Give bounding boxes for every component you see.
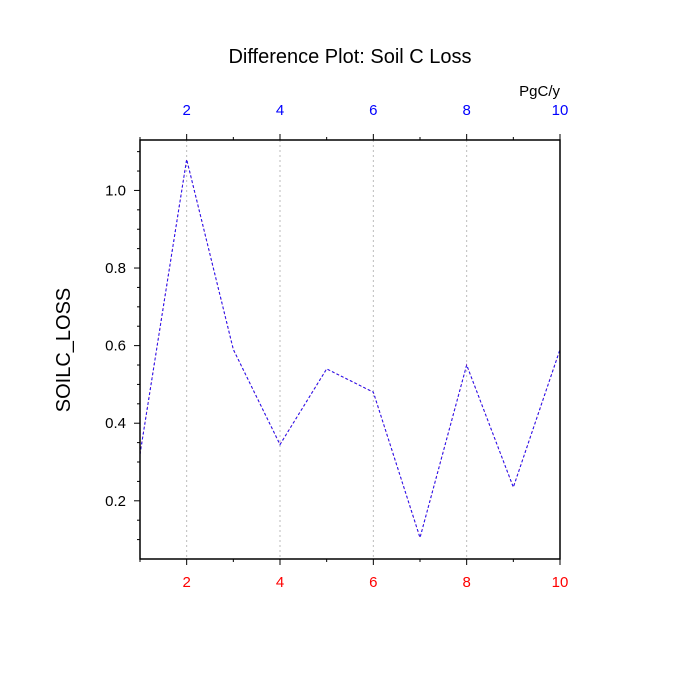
x-tick-label-top: 8 bbox=[462, 102, 470, 119]
x-tick-label-bottom: 6 bbox=[369, 574, 377, 591]
x-tick-label-bottom: 10 bbox=[552, 574, 569, 591]
y-tick-label: 0.8 bbox=[105, 260, 126, 277]
gridlines bbox=[186, 140, 561, 559]
series-line bbox=[139, 159, 561, 540]
top-axis-units: PgC/y bbox=[519, 83, 560, 100]
x-tick-label-top: 6 bbox=[369, 102, 377, 119]
plot-frame bbox=[139, 139, 561, 560]
series-line bbox=[139, 159, 561, 540]
data-series bbox=[139, 159, 561, 540]
y-tick-label: 0.2 bbox=[105, 493, 126, 510]
x-tick-label-top: 2 bbox=[182, 102, 190, 119]
axis-ticks bbox=[134, 134, 561, 565]
y-axis-label: SOILC_LOSS bbox=[53, 288, 75, 413]
x-tick-label-top: 10 bbox=[552, 102, 569, 119]
y-tick-label: 1.0 bbox=[105, 182, 126, 199]
tick-labels: 2 2 4 4 6 6 8 8 10 10 0.2 0.4 0.6 0.8 1.0 bbox=[105, 102, 568, 591]
y-tick-label: 0.4 bbox=[105, 415, 126, 432]
x-tick-label-bottom: 4 bbox=[276, 574, 284, 591]
y-tick-label: 0.6 bbox=[105, 338, 126, 355]
x-tick-label-bottom: 8 bbox=[462, 574, 470, 591]
x-tick-label-top: 4 bbox=[276, 102, 284, 119]
x-tick-label-bottom: 2 bbox=[182, 574, 190, 591]
chart-title: Difference Plot: Soil C Loss bbox=[228, 46, 471, 68]
